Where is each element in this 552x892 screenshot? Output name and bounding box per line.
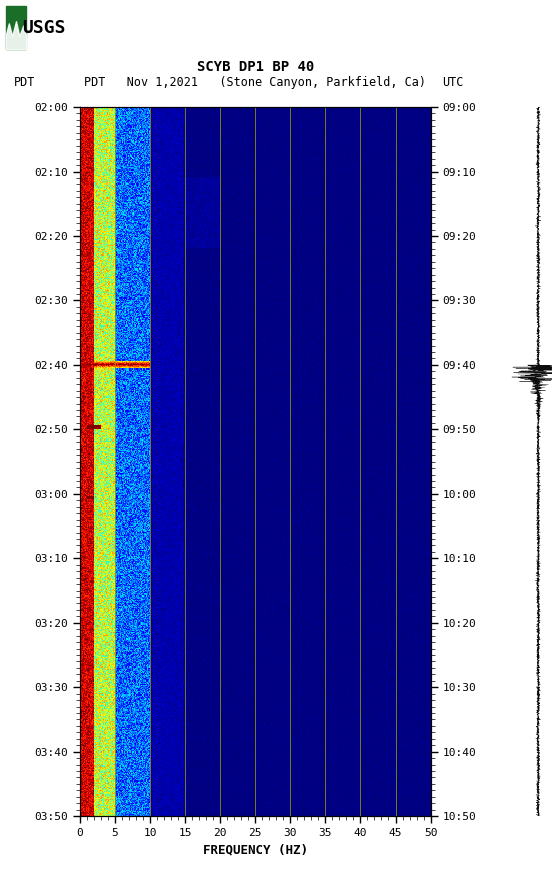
Text: SCYB DP1 BP 40: SCYB DP1 BP 40 xyxy=(197,60,314,74)
Text: PDT: PDT xyxy=(14,76,35,88)
X-axis label: FREQUENCY (HZ): FREQUENCY (HZ) xyxy=(203,844,308,856)
Text: PDT   Nov 1,2021   (Stone Canyon, Parkfield, Ca): PDT Nov 1,2021 (Stone Canyon, Parkfield,… xyxy=(84,76,426,88)
Bar xyxy=(6,6,26,49)
Text: USGS: USGS xyxy=(23,19,66,37)
Text: UTC: UTC xyxy=(442,76,463,88)
